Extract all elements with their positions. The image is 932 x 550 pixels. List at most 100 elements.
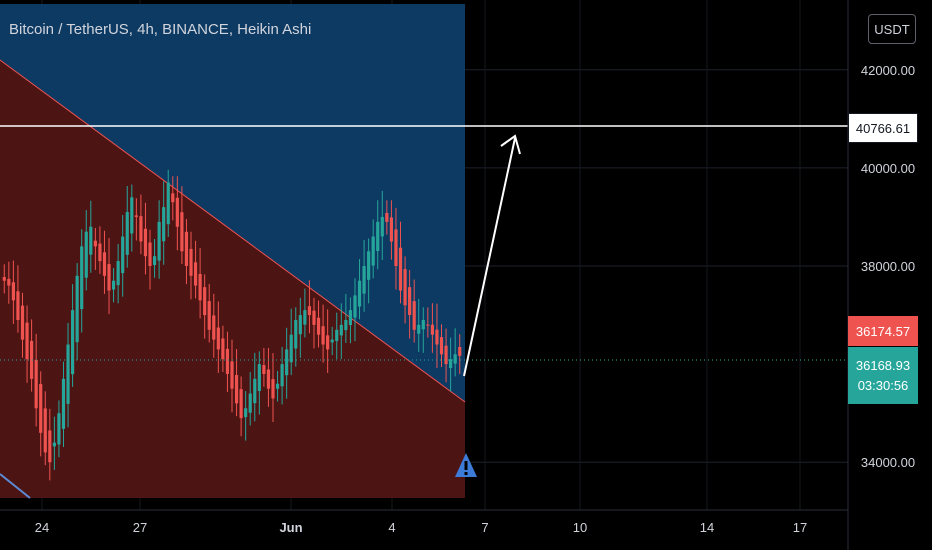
candle-body [275, 383, 280, 389]
candle-body [43, 408, 47, 453]
candle-body [458, 346, 462, 356]
candle-body [34, 359, 38, 409]
candle-body [266, 369, 271, 389]
candle-body [412, 301, 416, 330]
candle-body [326, 335, 330, 350]
price-tick-label: 42000.00 [861, 63, 915, 78]
time-tick-label: 4 [388, 520, 395, 535]
candle-body [89, 226, 93, 255]
level-price-tag: 40766.61 [848, 113, 918, 143]
price-tick-label: 38000.00 [861, 259, 915, 274]
candle-body [303, 310, 307, 325]
candle-body [394, 229, 398, 266]
currency-button[interactable]: USDT [868, 14, 916, 44]
candle-body [316, 317, 321, 335]
candle-body [298, 315, 302, 335]
candle-body [403, 269, 407, 306]
candle-body [162, 207, 166, 242]
candle-body [148, 242, 152, 266]
candle-body [193, 262, 198, 286]
candle-body [189, 248, 193, 276]
candle-body [371, 236, 375, 266]
candle-body [16, 291, 20, 320]
candle-body [207, 301, 211, 330]
candle-body [444, 345, 448, 365]
candle-body [184, 231, 189, 266]
candle-body [339, 324, 343, 336]
candle-body [52, 442, 56, 447]
candle-body [130, 197, 134, 234]
candle-body [198, 273, 202, 301]
candle-body [421, 319, 425, 330]
candle-body [2, 277, 6, 281]
candle-body [257, 364, 261, 391]
candle-body [234, 375, 239, 404]
candle-body [93, 240, 97, 247]
candle-body [134, 215, 138, 217]
candle-body [71, 310, 75, 375]
time-tick-label: 17 [793, 520, 807, 535]
candle-body [389, 217, 393, 242]
red-triangle-zone[interactable] [0, 60, 465, 498]
candle-body [157, 221, 161, 261]
candle-body [312, 310, 316, 325]
candle-body [57, 413, 61, 445]
candle-body [98, 243, 102, 262]
lower-trendline[interactable] [0, 473, 31, 499]
price-tick-label: 40000.00 [861, 161, 915, 176]
candle-body [408, 287, 412, 316]
candle-body [230, 361, 234, 389]
candle-body [75, 275, 79, 343]
candle-body [353, 295, 357, 318]
candle-countdown: 03:30:56 [857, 377, 909, 393]
candle-body [212, 315, 216, 340]
time-tick-label: 14 [700, 520, 714, 535]
candle-body [435, 329, 439, 345]
candle-body [376, 221, 380, 252]
warning-icon[interactable] [454, 451, 478, 479]
candle-body [439, 337, 444, 355]
last-open-price-tag: 36174.57 [848, 316, 918, 346]
candle-body [66, 344, 70, 404]
candle-body [430, 324, 434, 335]
candle-body [294, 319, 298, 349]
up-arrow-drawing[interactable] [463, 134, 521, 377]
candle-body [139, 216, 143, 242]
candle-body [84, 231, 88, 278]
candle-body [280, 364, 284, 387]
candle-body [152, 256, 157, 266]
candle-body [30, 340, 34, 379]
last-close-price-tag: 36168.93 03:30:56 [848, 347, 918, 404]
candle-body [102, 252, 107, 276]
last-price-value: 36168.93 [855, 357, 911, 373]
candle-body [216, 327, 220, 350]
candle-body [367, 251, 371, 280]
price-scale[interactable]: 42000.00 40000.00 38000.00 34000.00 [861, 63, 915, 470]
candle-body [143, 228, 148, 257]
candles-series [2, 169, 462, 481]
candle-body [225, 348, 230, 374]
candle-body [80, 246, 84, 309]
candle-body [307, 306, 312, 316]
candle-body [244, 408, 248, 418]
candle-body [248, 393, 252, 413]
candle-body [48, 430, 52, 463]
candle-body [121, 236, 125, 274]
trendline[interactable] [0, 59, 466, 403]
candle-body [262, 365, 266, 374]
candle-body [285, 349, 289, 376]
candle-body [25, 322, 29, 360]
candle-body [362, 266, 366, 294]
candle-body [417, 324, 421, 334]
time-tick-label: 10 [573, 520, 587, 535]
candle-body [449, 359, 453, 369]
time-scale[interactable]: 24 27 Jun 4 7 10 14 17 [35, 520, 807, 535]
candle-body [380, 216, 384, 237]
candle-body [171, 193, 175, 203]
time-tick-label: 7 [481, 520, 488, 535]
candle-body [453, 354, 457, 364]
candle-body [321, 326, 325, 345]
candle-body [426, 324, 430, 326]
candle-body [221, 338, 225, 360]
